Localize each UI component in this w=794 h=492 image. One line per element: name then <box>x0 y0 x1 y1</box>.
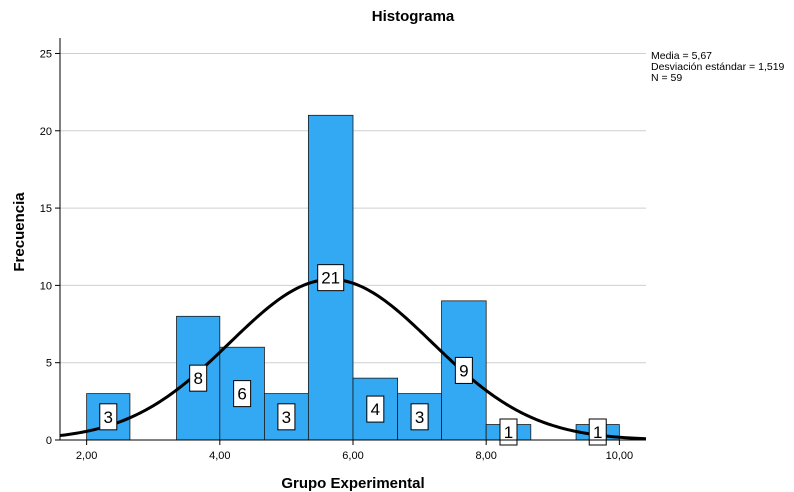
bar-label-text-1: 8 <box>193 369 202 388</box>
y-axis-label: Frecuencia <box>11 192 28 272</box>
y-tick-label-1: 5 <box>46 358 52 370</box>
stats-line-0: Media = 5,67 <box>651 50 712 62</box>
bar-label-text-3: 3 <box>282 408 291 427</box>
x-tick-label-1: 4,00 <box>209 450 230 462</box>
chart-title: Histograma <box>372 8 455 25</box>
bar-label-text-4: 21 <box>321 269 340 288</box>
x-tick-label-3: 8,00 <box>475 450 496 462</box>
bar-label-box-3 <box>277 403 296 431</box>
bar-label-text-2: 6 <box>237 385 246 404</box>
y-tick-label-5: 25 <box>40 48 52 60</box>
normal-curve <box>59 277 647 441</box>
bar-label-box-5 <box>366 395 385 423</box>
y-tick-label-2: 10 <box>40 280 52 292</box>
x-tick-label-4: 10,00 <box>606 450 634 462</box>
stats-line-1: Desviación estándar = 1,519 <box>651 61 785 73</box>
bar-label-text-6: 3 <box>415 408 424 427</box>
bar-label-3: 3 <box>277 403 296 431</box>
bar-label-text-0: 3 <box>104 408 113 427</box>
y-tick-label-4: 20 <box>40 126 52 138</box>
bar-label-1: 8 <box>189 364 208 392</box>
bar-label-box-7 <box>454 356 473 384</box>
bar-label-6: 3 <box>410 403 429 431</box>
y-axis-ticks: 0 5 10 15 20 25 <box>40 48 60 447</box>
x-axis-ticks: 2,00 4,00 6,00 8,00 10,00 <box>76 440 633 462</box>
bar-label-5: 4 <box>366 395 385 423</box>
bar-label-2: 6 <box>233 380 252 408</box>
histogram-bars <box>86 114 620 441</box>
stats-line-2: N = 59 <box>651 72 682 84</box>
bar-label-box-0 <box>99 403 118 431</box>
bar-label-box-6 <box>410 403 429 431</box>
y-tick-label-3: 15 <box>40 203 52 215</box>
bar-label-text-8: 1 <box>504 423 513 442</box>
bar-label-7: 9 <box>454 356 473 384</box>
bar-label-box-4 <box>317 264 345 292</box>
bar-label-box-8 <box>499 418 518 446</box>
y-tick-label-0: 0 <box>46 435 52 447</box>
bar-label-0: 3 <box>99 403 118 431</box>
x-axis-label: Grupo Experimental <box>281 475 424 492</box>
bar-label-box-9 <box>588 418 607 446</box>
x-tick-label-0: 2,00 <box>76 450 97 462</box>
bar-value-labels: 3 8 6 3 21 4 3 9 1 1 <box>99 264 607 446</box>
bar-label-box-2 <box>233 380 252 408</box>
bar-label-box-1 <box>189 364 208 392</box>
bar-label-4: 21 <box>317 264 345 292</box>
bar-label-8: 1 <box>499 418 518 446</box>
bar-label-text-9: 1 <box>593 423 602 442</box>
x-tick-label-2: 6,00 <box>342 450 363 462</box>
bar-label-9: 1 <box>588 418 607 446</box>
bar-label-text-7: 9 <box>459 361 468 380</box>
bar-label-text-5: 4 <box>371 400 380 419</box>
